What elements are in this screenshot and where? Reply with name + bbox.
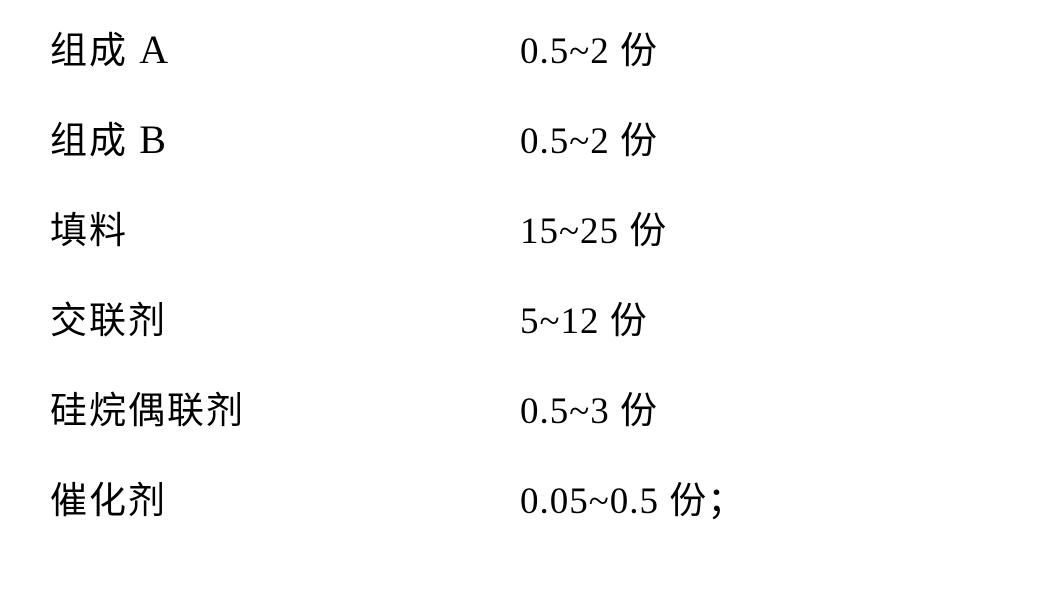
label-latin: A — [139, 27, 170, 72]
table-row: 填料 15~25 份 — [50, 210, 1012, 300]
row-label: 填料 — [50, 210, 520, 250]
label-cn: 组成 — [50, 121, 139, 162]
label-cn: 组成 — [50, 31, 139, 72]
row-label: 硅烷偶联剂 — [50, 390, 520, 430]
table-row: 硅烷偶联剂 0.5~3 份 — [50, 390, 1012, 480]
label-cn: 硅烷偶联剂 — [50, 391, 245, 432]
row-label: 交联剂 — [50, 300, 520, 340]
row-value: 0.05~0.5 份； — [520, 483, 1012, 520]
row-value: 0.5~2 份 — [520, 123, 1012, 160]
row-value: 5~12 份 — [520, 303, 1012, 340]
label-cn: 填料 — [50, 211, 128, 252]
label-cn: 催化剂 — [50, 481, 167, 522]
table-row: 交联剂 5~12 份 — [50, 300, 1012, 390]
row-value: 0.5~3 份 — [520, 393, 1012, 430]
composition-table: 组成 A 0.5~2 份 组成 B 0.5~2 份 填料 15~25 份 交联剂… — [0, 0, 1062, 600]
table-row: 组成 B 0.5~2 份 — [50, 120, 1012, 210]
label-cn: 交联剂 — [50, 301, 167, 342]
row-label: 组成 A — [50, 30, 520, 70]
row-value: 15~25 份 — [520, 213, 1012, 250]
row-label: 催化剂 — [50, 480, 520, 520]
row-value: 0.5~2 份 — [520, 33, 1012, 70]
table-row: 催化剂 0.05~0.5 份； — [50, 480, 1012, 570]
table-row: 组成 A 0.5~2 份 — [50, 30, 1012, 120]
label-latin: B — [139, 117, 168, 162]
row-label: 组成 B — [50, 120, 520, 160]
